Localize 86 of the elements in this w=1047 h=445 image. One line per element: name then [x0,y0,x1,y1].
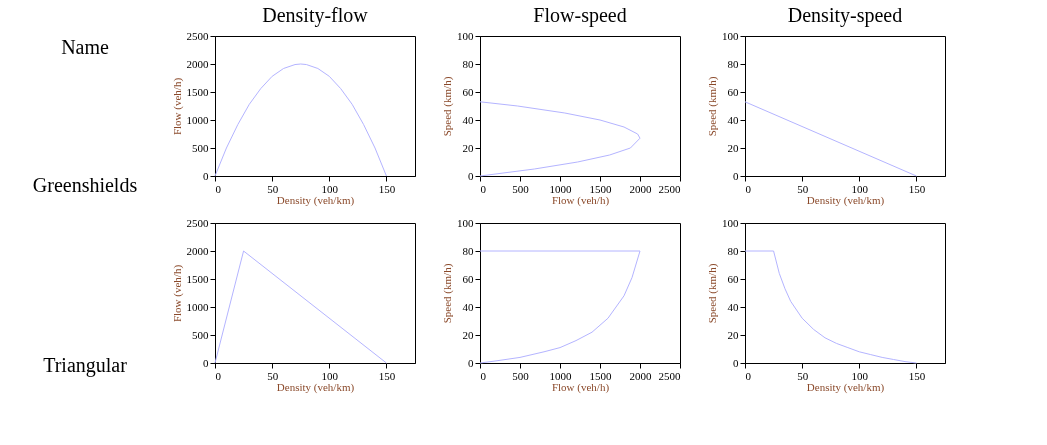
chart-title: Density-speed [787,4,903,27]
x-tick-label: 150 [378,369,396,382]
x-axis-title: Density (veh/km) [806,193,885,207]
y-tick-label: 500 [192,328,209,341]
x-tick-label: 2500 [658,182,681,195]
x-tick-label: 1000 [549,182,572,195]
x-tick-label: 100 [851,369,869,382]
x-tick-label: 0 [480,369,487,382]
x-tick-label: 100 [321,369,339,382]
x-tick-label: 50 [267,182,279,195]
y-tick-label: 1000 [186,300,209,313]
line-series [479,101,641,177]
x-tick-label: 0 [215,182,222,195]
chart-title: Density-flow [262,4,369,27]
y-tick-label: 20 [727,141,739,154]
y-tick-label: 60 [727,272,739,285]
x-tick-label: 2000 [629,369,652,382]
line-series [744,250,917,364]
y-axis-title: Speed (km/h) [441,76,454,137]
y-tick-label: 0 [203,356,209,369]
y-tick-label: 60 [727,85,739,98]
y-tick-label: 2000 [186,57,209,70]
x-axis-title: Density (veh/km) [806,380,885,394]
x-tick-label: 150 [378,182,396,195]
y-tick-label: 20 [727,328,739,341]
text: Greenshields [32,174,138,196]
y-axis-title: Speed (km/h) [441,263,454,324]
x-tick-label: 500 [512,182,530,195]
y-tick-label: 0 [468,356,474,369]
y-tick-label: 60 [462,272,474,285]
y-tick-label: 40 [727,300,739,313]
y-tick-label: 40 [462,113,474,126]
y-axis-title: Flow (veh/h) [170,77,184,136]
y-tick-label: 0 [733,356,739,369]
x-axis-title: Flow (veh/h) [551,380,610,394]
y-tick-label: 0 [733,169,739,182]
y-tick-label: 40 [462,300,474,313]
y-tick-label: 20 [462,141,474,154]
x-axis-title: Density (veh/km) [276,193,355,207]
text: Name [61,36,109,58]
x-tick-label: 0 [745,182,752,195]
text: Triangular [43,354,128,377]
y-tick-label: 1500 [186,272,209,285]
y-axis-title: Speed (km/h) [706,263,719,324]
y-tick-label: 2500 [186,29,209,42]
x-tick-label: 1500 [589,182,612,195]
x-tick-label: 150 [908,369,926,382]
x-tick-label: 100 [851,182,869,195]
x-tick-label: 100 [321,182,339,195]
x-tick-label: 2500 [658,369,681,382]
x-tick-label: 50 [267,369,279,382]
x-tick-label: 2000 [629,182,652,195]
x-tick-label: 1500 [589,369,612,382]
x-tick-label: 0 [215,369,222,382]
y-tick-label: 0 [468,169,474,182]
line-series [214,63,387,177]
x-tick-label: 1000 [549,369,572,382]
y-tick-label: 80 [727,57,739,70]
x-tick-label: 150 [908,182,926,195]
x-tick-label: 0 [745,369,752,382]
x-axis-title: Flow (veh/h) [551,193,610,207]
y-tick-label: 2000 [186,244,209,257]
x-axis-title: Density (veh/km) [276,380,355,394]
chart-title: Flow-speed [533,4,627,27]
y-tick-label: 100 [457,29,474,42]
x-tick-label: 500 [512,369,530,382]
y-tick-label: 0 [203,169,209,182]
y-tick-label: 100 [457,216,474,229]
y-tick-label: 20 [462,328,474,341]
y-tick-label: 100 [722,29,739,42]
y-axis-title: Flow (veh/h) [170,264,184,323]
y-tick-label: 60 [462,85,474,98]
x-tick-label: 50 [797,182,809,195]
y-tick-label: 1000 [186,113,209,126]
y-tick-label: 100 [722,216,739,229]
y-tick-label: 40 [727,113,739,126]
y-tick-label: 80 [727,244,739,257]
y-tick-label: 1500 [186,85,209,98]
y-tick-label: 80 [462,57,474,70]
y-tick-label: 80 [462,244,474,257]
line-series [479,250,641,364]
y-tick-label: 500 [192,141,209,154]
y-axis-title: Speed (km/h) [706,76,719,137]
y-tick-label: 2500 [186,216,209,229]
x-tick-label: 0 [480,182,487,195]
x-tick-label: 50 [797,369,809,382]
